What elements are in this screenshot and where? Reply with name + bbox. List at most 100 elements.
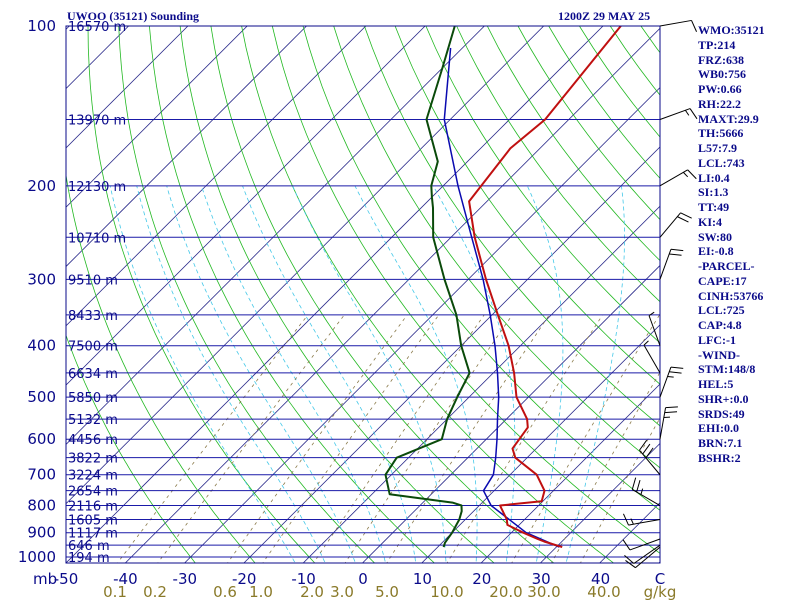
dry-adiabat [394, 26, 660, 385]
index-item: CAPE:17 [698, 273, 747, 288]
index-item: LCL:743 [698, 155, 745, 170]
pressure-label: 900 [27, 524, 56, 542]
isotherm-line [480, 383, 660, 563]
index-item: SHR+:0.0 [698, 391, 749, 406]
height-label: 2116 m [68, 500, 118, 515]
dry-adiabat [87, 26, 316, 563]
isotherm-line [66, 26, 308, 268]
isotherm-line [302, 205, 660, 563]
dewpoint-trace [384, 26, 471, 548]
index-item: STM:148/8 [698, 362, 756, 377]
pressure-label: 200 [27, 177, 56, 195]
mixing-ratio-tick-label: 1.0 [249, 583, 273, 600]
height-label: 12130 m [68, 180, 126, 195]
height-label: 5850 m [68, 391, 118, 406]
mixing-ratio-tick-label: 3.0 [330, 583, 354, 600]
index-item: SW:80 [698, 229, 733, 244]
moist-adiabat [166, 185, 356, 563]
index-item: -WIND- [698, 347, 740, 362]
mixing-ratio-line [227, 314, 408, 563]
index-item: TP:214 [698, 37, 736, 52]
mixing-ratio-line [386, 314, 550, 563]
dry-adiabat [179, 26, 495, 563]
wind-barb [625, 546, 661, 569]
index-item: -PARCEL- [698, 259, 755, 273]
isotherm-line [124, 27, 660, 563]
isotherm-line [66, 26, 545, 505]
index-item: RH:22.2 [698, 96, 741, 111]
pressure-label: 400 [27, 337, 56, 355]
moist-adiabat [201, 185, 386, 563]
isotherm-line [66, 26, 604, 563]
temperature-tick-label: 0 [358, 570, 368, 588]
mixing-ratio-tick-label: 0.1 [103, 583, 127, 600]
index-item: LFC:-1 [698, 332, 736, 347]
height-label: 9510 m [68, 273, 118, 288]
index-item: CINH:53766 [698, 288, 764, 303]
index-item: HEL:5 [698, 377, 734, 391]
temperature-tick-label: 10 [413, 570, 432, 588]
pressure-label: 600 [27, 430, 56, 448]
wind-barb [659, 169, 697, 187]
wind-barb [643, 340, 661, 374]
wind-barb [622, 513, 661, 526]
wind-barb [659, 366, 684, 398]
index-item: TH:5666 [698, 126, 744, 141]
pressure-label: 1000 [18, 548, 56, 566]
temperature-tick-label: 20 [472, 570, 491, 588]
dry-adiabat [148, 26, 435, 563]
wind-barb [639, 439, 661, 476]
height-label: 2654 m [68, 485, 118, 500]
index-item: SRDS:49 [698, 406, 745, 421]
dry-adiabat [210, 26, 555, 563]
isotherm-line [243, 146, 660, 563]
dry-adiabat [271, 26, 660, 554]
y-axis-unit: mb [33, 570, 57, 588]
mixing-ratio-tick-label: 0.2 [143, 583, 167, 600]
index-item: MAXT:29.9 [698, 111, 759, 126]
mixing-ratio-line [511, 314, 660, 563]
height-label: 646 m [68, 539, 110, 554]
index-item: KI:4 [698, 214, 722, 229]
index-item: SI:1.3 [698, 185, 729, 200]
height-label: 6634 m [68, 367, 118, 382]
mixing-ratio-line [344, 314, 513, 563]
dry-adiabat [486, 26, 660, 262]
wind-barb [659, 212, 692, 238]
wind-barb [659, 108, 698, 120]
dry-adiabat [425, 26, 660, 344]
valid-time: 1200Z 29 MAY 25 [558, 9, 651, 23]
height-label: 16570 m [68, 20, 126, 35]
mixing-ratio-line [262, 314, 440, 563]
index-item: WMO:35121 [698, 23, 765, 37]
height-label: 4456 m [68, 433, 118, 448]
mixing-ratio-line [313, 314, 485, 563]
height-label: 8433 m [68, 309, 118, 324]
isotherm-line [66, 26, 189, 149]
isotherm-line [66, 26, 426, 386]
temperature-tick-label: -30 [173, 570, 198, 588]
mixing-ratio-line [550, 371, 660, 563]
index-item: BSHR:2 [698, 450, 741, 465]
moist-adiabat [136, 185, 326, 563]
mixing-ratio-tick-label: 40.0 [587, 583, 620, 600]
wind-barb [648, 311, 661, 346]
mixing-ratio-tick-label: 10.0 [430, 583, 463, 600]
parcel-trace [443, 47, 560, 548]
temperature-tick-label: -40 [113, 570, 138, 588]
wind-barb [631, 477, 661, 506]
mixing-ratio-line [157, 314, 345, 563]
sounding-indices-list: WMO:35121 TP:214 FRZ:638 WB0:756 PW:0.66 RH:2… [698, 23, 798, 466]
isotherm-line [184, 87, 660, 563]
wind-barb [659, 406, 678, 440]
isotherm-line [361, 264, 660, 563]
index-item: TT:49 [698, 200, 730, 214]
wind-barb [624, 544, 661, 564]
dry-adiabat [333, 26, 660, 469]
temperature-tick-label: 40 [591, 570, 610, 588]
mixing-ratio-tick-label: 2.0 [300, 583, 324, 600]
isotherm-line [66, 26, 248, 208]
height-label: 5132 m [68, 413, 118, 428]
pressure-label: 700 [27, 466, 56, 484]
